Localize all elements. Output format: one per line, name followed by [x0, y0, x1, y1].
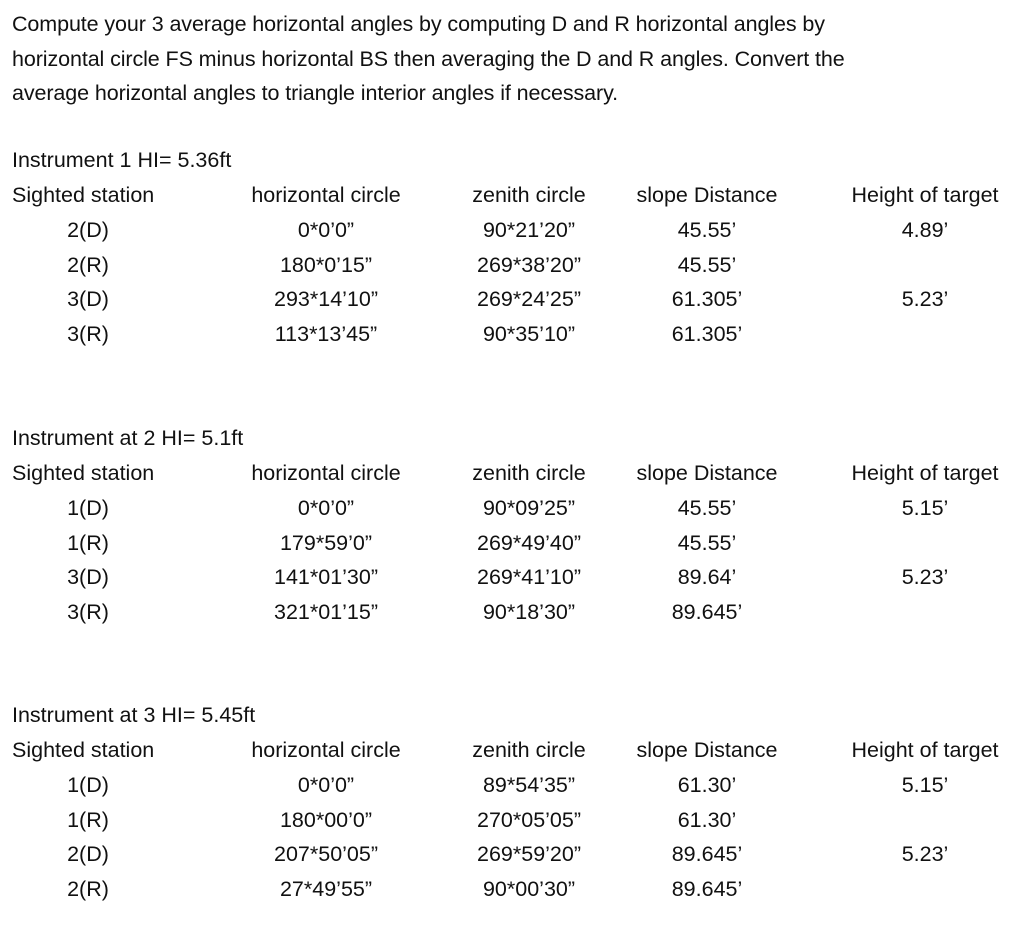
cell-slope: 45.55’ [677, 496, 737, 520]
cell-slope: 45.55’ [677, 218, 737, 242]
header-horizontal-circle: horizontal circle [251, 738, 401, 762]
header-zenith-circle: zenith circle [472, 738, 586, 762]
section-title: Instrument at 3 HI= 5.45ft [12, 703, 256, 727]
cell-station: 3(D) [67, 565, 109, 589]
instrument-2-table: Instrument at 2 HI= 5.1ft Sighted statio… [0, 423, 1024, 663]
header-slope-distance: slope Distance [636, 183, 778, 207]
cell-zenith: 269*41’10” [476, 565, 582, 589]
instructions-paragraph: Compute your 3 average horizontal angles… [12, 7, 1012, 111]
cell-zenith: 269*49’40” [476, 531, 582, 555]
cell-height: 5.15’ [901, 496, 949, 520]
header-height-of-target: Height of target [851, 183, 999, 207]
header-slope-distance: slope Distance [636, 738, 778, 762]
cell-station: 1(D) [67, 773, 109, 797]
cell-station: 1(R) [67, 808, 109, 832]
cell-horizontal: 0*0’0” [297, 496, 355, 520]
cell-zenith: 269*59’20” [476, 842, 582, 866]
cell-horizontal: 113*13’45” [274, 322, 378, 346]
cell-zenith: 270*05’05” [476, 808, 582, 832]
header-horizontal-circle: horizontal circle [251, 183, 401, 207]
instrument-1-table: Instrument 1 HI= 5.36ft Sighted station … [0, 145, 1024, 385]
cell-height: 5.15’ [901, 773, 949, 797]
header-slope-distance: slope Distance [636, 461, 778, 485]
cell-station: 1(R) [67, 531, 109, 555]
cell-zenith: 89*54’35” [482, 773, 576, 797]
cell-horizontal: 293*14’10” [273, 287, 379, 311]
instrument-3-table: Instrument at 3 HI= 5.45ft Sighted stati… [0, 700, 1024, 940]
cell-zenith: 90*18’30” [482, 600, 576, 624]
cell-horizontal: 321*01’15” [273, 600, 379, 624]
cell-station: 3(R) [67, 600, 109, 624]
header-sighted-station: Sighted station [12, 183, 155, 207]
cell-slope: 89.645’ [671, 600, 743, 624]
cell-slope: 45.55’ [677, 253, 737, 277]
cell-slope: 61.305’ [671, 287, 743, 311]
cell-zenith: 90*09’25” [482, 496, 576, 520]
cell-station: 3(D) [67, 287, 109, 311]
cell-horizontal: 180*0’15” [279, 253, 373, 277]
cell-station: 2(R) [67, 877, 109, 901]
cell-station: 1(D) [67, 496, 109, 520]
cell-zenith: 90*00’30” [482, 877, 576, 901]
header-zenith-circle: zenith circle [472, 183, 586, 207]
cell-slope: 61.30’ [677, 773, 737, 797]
cell-horizontal: 179*59’0” [279, 531, 373, 555]
cell-slope: 89.645’ [671, 842, 743, 866]
cell-zenith: 269*24’25” [476, 287, 582, 311]
cell-zenith: 90*35’10” [482, 322, 576, 346]
header-height-of-target: Height of target [851, 738, 999, 762]
section-title: Instrument at 2 HI= 5.1ft [12, 426, 244, 450]
cell-horizontal: 27*49’55” [279, 877, 373, 901]
cell-slope: 45.55’ [677, 531, 737, 555]
instructions-line-1: Compute your 3 average horizontal angles… [12, 12, 825, 36]
cell-horizontal: 141*01’30” [273, 565, 379, 589]
cell-slope: 89.64’ [677, 565, 737, 589]
header-sighted-station: Sighted station [12, 461, 155, 485]
header-height-of-target: Height of target [851, 461, 999, 485]
cell-horizontal: 0*0’0” [297, 773, 355, 797]
header-zenith-circle: zenith circle [472, 461, 586, 485]
cell-station: 2(R) [67, 253, 109, 277]
cell-horizontal: 0*0’0” [297, 218, 355, 242]
cell-horizontal: 207*50’05” [273, 842, 379, 866]
cell-zenith: 90*21’20” [482, 218, 576, 242]
cell-zenith: 269*38’20” [476, 253, 582, 277]
header-sighted-station: Sighted station [12, 738, 155, 762]
cell-height: 5.23’ [901, 565, 949, 589]
cell-station: 2(D) [67, 842, 109, 866]
cell-station: 3(R) [67, 322, 109, 346]
cell-slope: 89.645’ [671, 877, 743, 901]
cell-slope: 61.305’ [671, 322, 743, 346]
cell-height: 5.23’ [901, 287, 949, 311]
instructions-line-2: horizontal circle FS minus horizontal BS… [12, 46, 845, 71]
section-title: Instrument 1 HI= 5.36ft [12, 148, 232, 172]
cell-height: 4.89’ [901, 218, 949, 242]
cell-slope: 61.30’ [677, 808, 737, 832]
cell-station: 2(D) [67, 218, 109, 242]
cell-height: 5.23’ [901, 842, 949, 866]
instructions-line-3: average horizontal angles to triangle in… [12, 81, 618, 105]
cell-horizontal: 180*00’0” [279, 808, 373, 832]
header-horizontal-circle: horizontal circle [251, 461, 401, 485]
